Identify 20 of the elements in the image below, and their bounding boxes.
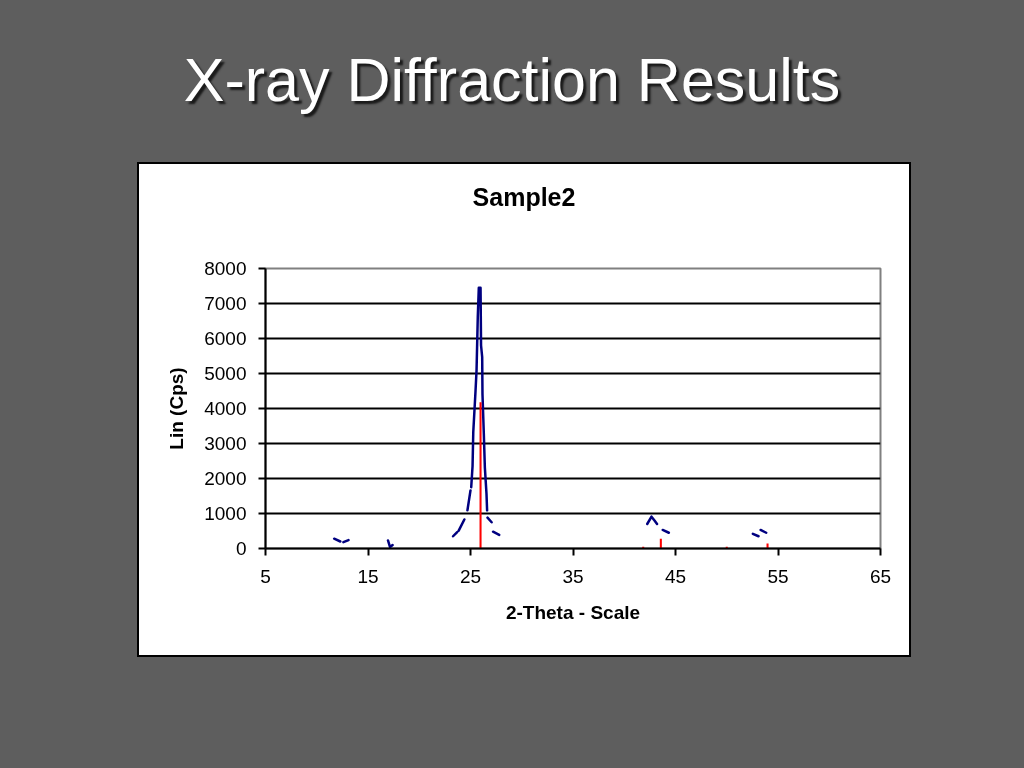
- y-tick-label: 1000: [204, 503, 247, 524]
- x-tick-label: 25: [459, 565, 482, 587]
- x-tick-label: 15: [357, 565, 379, 587]
- y-axis-title: Lin (Cps): [166, 367, 188, 450]
- x-axis-title: 2-Theta - Scale: [505, 601, 641, 623]
- x-tick-label: 5: [260, 565, 271, 587]
- x-tick-label: 45: [664, 565, 687, 587]
- x-tick-label: 35: [562, 565, 584, 587]
- y-tick-label: 0: [235, 538, 247, 559]
- y-tick-label: 7000: [204, 293, 247, 314]
- y-tick-label: 5000: [204, 363, 247, 384]
- y-tick-label: 6000: [204, 328, 247, 349]
- chart-subtitle: Sample2: [472, 183, 576, 211]
- chart-title: X-ray Diffraction Results: [183, 46, 841, 114]
- x-tick-label: 65: [869, 565, 892, 587]
- x-tick-label: 55: [767, 565, 789, 587]
- y-tick-label: 8000: [204, 258, 247, 279]
- y-tick-label: 4000: [204, 398, 247, 419]
- y-tick-label: 3000: [204, 433, 247, 454]
- y-tick-label: 2000: [204, 468, 247, 489]
